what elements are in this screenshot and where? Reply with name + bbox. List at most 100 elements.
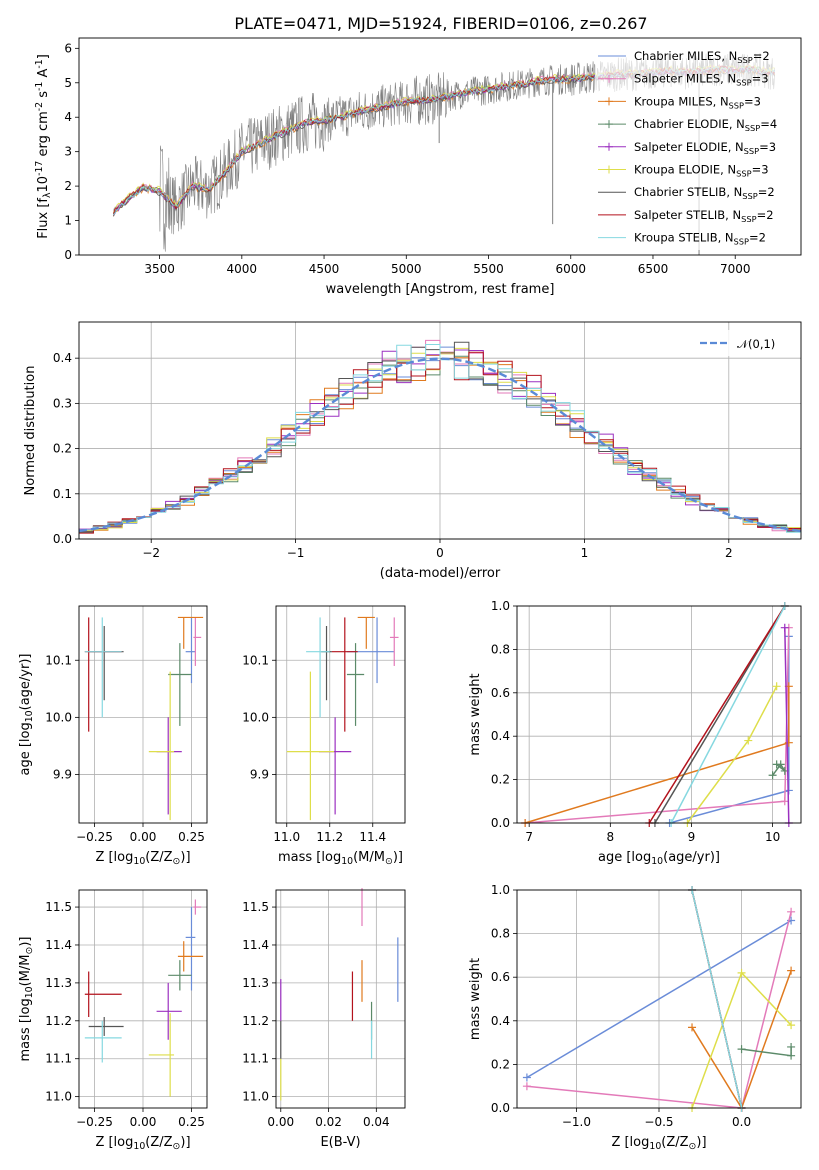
legend-box — [595, 42, 798, 250]
y-tick-label: 1.0 — [491, 883, 510, 897]
x-tick-label: 8 — [606, 830, 614, 844]
x-tick-label: 0.25 — [178, 830, 205, 844]
mass-weight-marker — [780, 797, 789, 806]
mass-weight-marker — [787, 1042, 796, 1051]
x-axis-label: E(B-V) — [320, 1135, 360, 1150]
mass-weight-marker — [784, 738, 793, 747]
y-tick-label: 0.3 — [53, 396, 72, 410]
mass-weight-line — [654, 605, 786, 824]
x-tick-label: 0.00 — [267, 1115, 294, 1129]
x-tick-label: 0.0 — [732, 1115, 751, 1129]
y-tick-label: 10.0 — [45, 710, 72, 724]
y-tick-label: 9.9 — [53, 767, 72, 781]
y-tick-label: 11.4 — [242, 938, 269, 952]
x-tick-label: 7 — [525, 830, 533, 844]
residual-legend: 𝒩(0,1) — [694, 330, 796, 356]
weight_vs_age-axes: 7 8 9 10 0.0 0.2 0.4 0.6 0.8 1.0 age [log10(age/yr… — [468, 599, 801, 867]
x-tick-label: 5000 — [391, 262, 422, 276]
mass-weight-marker — [772, 682, 781, 691]
mass_vs_ebv-frame — [275, 889, 406, 1109]
mass-weight-line — [648, 605, 786, 824]
x-tick-label: 2 — [725, 546, 733, 560]
y-tick-label: 0.2 — [491, 1057, 510, 1071]
mass-weight-marker — [744, 736, 753, 745]
mass-weight-marker — [522, 1073, 531, 1082]
y-axis-label: age [log10(age/yr)] — [18, 653, 35, 775]
x-tick-label: 11.0 — [273, 830, 300, 844]
y-tick-label: 11.5 — [242, 900, 269, 914]
y-tick-label: 0 — [64, 248, 72, 262]
weight_vs_age-frame — [516, 605, 802, 824]
mass-weight-line — [691, 889, 743, 1109]
x-tick-label: −1 — [287, 546, 305, 560]
y-axis-label: mass weight — [468, 958, 483, 1040]
legend-label: Chabrier STELIB, NSSP=2 — [634, 185, 775, 201]
y-tick-label: 0.0 — [53, 532, 72, 546]
x-tick-label: 0.00 — [130, 1115, 157, 1129]
y-tick-label: 11.1 — [242, 1052, 269, 1066]
age_vs_mass-plot — [286, 616, 399, 821]
age_vs_mass-axes: 11.0 11.2 11.4 9.9 10.0 10.1 mass [log10(M/M⊙)… — [242, 606, 405, 867]
x-tick-label: 6500 — [638, 262, 669, 276]
x-tick-label: 1 — [581, 546, 589, 560]
legend-label: Kroupa ELODIE, NSSP=3 — [634, 163, 769, 179]
spectrum-frame — [78, 37, 802, 256]
age_vs_mass-frame — [275, 605, 406, 824]
y-tick-label: 11.0 — [242, 1090, 269, 1104]
x-axis-label: Z [log10(Z/Z⊙)] — [95, 850, 190, 867]
y-tick-label: 11.1 — [45, 1052, 72, 1066]
age_vs_Z-plot — [84, 616, 204, 821]
x-tick-label: −0.5 — [644, 1115, 673, 1129]
y-tick-label: 0.4 — [491, 729, 510, 743]
x-tick-label: 4500 — [309, 262, 340, 276]
y-tick-label: 0.6 — [491, 686, 510, 700]
legend-marker — [605, 165, 613, 174]
mass-weight-line — [741, 1047, 792, 1057]
x-axis-label: (data-model)/error — [380, 566, 501, 581]
x-tick-label: −0.25 — [76, 1115, 113, 1129]
mass-weight-marker — [780, 623, 789, 632]
x-tick-label: −2 — [142, 546, 160, 560]
y-axis-label: Flux [fλ10-17 erg cm-2 s-1 A-1] — [34, 54, 53, 239]
mass-weight-marker — [787, 907, 796, 916]
mass-weight-line — [525, 627, 790, 824]
legend-label: Chabrier MILES, NSSP=2 — [634, 49, 770, 65]
weight_vs_Z-frame — [516, 889, 802, 1109]
mass-weight-marker — [737, 968, 746, 977]
legend-marker — [605, 142, 613, 151]
mass-weight-marker — [787, 966, 796, 975]
x-tick-label: 5500 — [473, 262, 504, 276]
spectrum-axes: 3500 4000 4500 5000 5500 6000 6500 7000 0 1 2 3 4 5 6 w… — [34, 41, 750, 297]
mass_vs_ebv-axes: 0.00 0.02 0.04 11.0 11.1 11.2 11.3 11.4 11.5 E(B-… — [242, 890, 405, 1150]
y-tick-label: 4 — [64, 110, 72, 124]
residuals-frame — [78, 321, 802, 540]
mass_vs_Z-frame — [78, 889, 208, 1109]
age_vs_Z-axes: −0.25 0.00 0.25 9.9 10.0 10.1 Z [log10(Z/Z⊙)] a… — [18, 606, 207, 867]
x-axis-label: mass [log10(M/M⊙)] — [278, 850, 403, 867]
mass-weight-marker — [772, 760, 781, 769]
x-tick-label: 11.4 — [359, 830, 386, 844]
x-tick-label: 4000 — [227, 262, 258, 276]
y-axis-label: mass [log10(M/M⊙)] — [18, 937, 35, 1062]
x-tick-label: −0.25 — [76, 830, 113, 844]
mass-weight-marker — [768, 771, 777, 780]
legend-marker — [605, 120, 613, 129]
legend-label: Salpeter STELIB, NSSP=2 — [634, 208, 774, 224]
y-tick-label: 6 — [64, 41, 72, 55]
y-tick-label: 11.3 — [242, 976, 269, 990]
residuals-plot — [78, 339, 802, 539]
spectrum-legend: Chabrier MILES, NSSP=2 Salpeter MILES, NS… — [595, 42, 798, 250]
y-tick-label: 0.4 — [491, 1014, 510, 1028]
y-tick-label: 5 — [64, 76, 72, 90]
mass-weight-line — [771, 763, 786, 776]
x-tick-label: 11.2 — [316, 830, 343, 844]
y-tick-label: 10.1 — [45, 653, 72, 667]
legend-marker — [605, 97, 613, 106]
y-tick-label: 0.8 — [491, 642, 510, 656]
x-tick-label: 9 — [688, 830, 696, 844]
chart-title: PLATE=0471, MJD=51924, FIBERID=0106, z=0… — [234, 14, 647, 33]
legend-label: Salpeter ELODIE, NSSP=3 — [634, 140, 776, 156]
y-tick-label: 9.9 — [250, 767, 269, 781]
y-tick-label: 11.2 — [45, 1014, 72, 1028]
legend-label: Salpeter MILES, NSSP=3 — [634, 72, 769, 88]
